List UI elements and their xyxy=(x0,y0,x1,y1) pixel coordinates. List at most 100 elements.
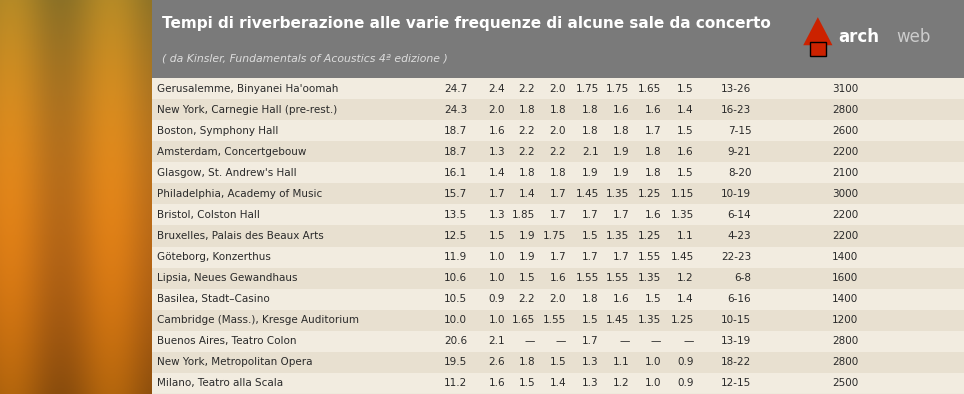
Text: 10.0: 10.0 xyxy=(444,315,467,325)
Text: 2.1: 2.1 xyxy=(582,147,599,157)
Text: 1.5: 1.5 xyxy=(582,315,599,325)
Text: 6-8: 6-8 xyxy=(735,273,751,283)
Text: 1.9: 1.9 xyxy=(582,168,599,178)
Text: 1.6: 1.6 xyxy=(645,104,661,115)
Text: 1.55: 1.55 xyxy=(638,252,661,262)
Text: 1.8: 1.8 xyxy=(519,357,535,367)
Text: 1.85: 1.85 xyxy=(512,210,535,220)
Text: 1.8: 1.8 xyxy=(519,168,535,178)
Text: 10-19: 10-19 xyxy=(721,189,751,199)
FancyBboxPatch shape xyxy=(152,204,964,225)
Text: 1.5: 1.5 xyxy=(519,379,535,388)
Text: 15.7: 15.7 xyxy=(443,189,467,199)
Text: web: web xyxy=(897,28,931,46)
Text: 2.4: 2.4 xyxy=(489,84,505,93)
Text: 1.8: 1.8 xyxy=(645,147,661,157)
Text: 4-23: 4-23 xyxy=(728,231,751,241)
Text: 16-23: 16-23 xyxy=(721,104,751,115)
Text: 2800: 2800 xyxy=(832,357,858,367)
Text: 1.75: 1.75 xyxy=(606,84,629,93)
FancyBboxPatch shape xyxy=(152,162,964,183)
Text: Glasgow, St. Andrew's Hall: Glasgow, St. Andrew's Hall xyxy=(157,168,297,178)
Text: 1.5: 1.5 xyxy=(677,84,694,93)
Text: 1200: 1200 xyxy=(832,315,858,325)
FancyBboxPatch shape xyxy=(152,268,964,289)
Text: 2.2: 2.2 xyxy=(519,294,535,304)
Text: 1.4: 1.4 xyxy=(677,294,694,304)
Text: 1.5: 1.5 xyxy=(519,273,535,283)
Text: 11.2: 11.2 xyxy=(443,379,467,388)
Text: 1.1: 1.1 xyxy=(677,231,694,241)
Text: 13.5: 13.5 xyxy=(443,210,467,220)
Text: 1.55: 1.55 xyxy=(543,315,566,325)
Text: 2.0: 2.0 xyxy=(549,294,566,304)
Text: 2100: 2100 xyxy=(832,168,858,178)
Text: 1.9: 1.9 xyxy=(613,147,629,157)
Text: 3000: 3000 xyxy=(832,189,858,199)
Text: 1.3: 1.3 xyxy=(582,357,599,367)
Text: Buenos Aires, Teatro Colon: Buenos Aires, Teatro Colon xyxy=(157,336,296,346)
Text: —: — xyxy=(619,336,629,346)
Text: 1.75: 1.75 xyxy=(576,84,599,93)
Text: 13-26: 13-26 xyxy=(721,84,751,93)
Text: 1.7: 1.7 xyxy=(549,252,566,262)
Text: Basilea, Stadt–Casino: Basilea, Stadt–Casino xyxy=(157,294,270,304)
FancyBboxPatch shape xyxy=(152,183,964,204)
Text: Göteborg, Konzerthus: Göteborg, Konzerthus xyxy=(157,252,271,262)
Text: 1.6: 1.6 xyxy=(489,379,505,388)
FancyBboxPatch shape xyxy=(152,352,964,373)
Text: 1.45: 1.45 xyxy=(606,315,629,325)
Text: 1.7: 1.7 xyxy=(613,210,629,220)
Text: 10.5: 10.5 xyxy=(444,294,467,304)
Text: ( da Kinsler, Fundamentals of Acoustics 4ª edizione ): ( da Kinsler, Fundamentals of Acoustics … xyxy=(162,54,447,63)
Text: 2.0: 2.0 xyxy=(549,126,566,136)
Text: 8-20: 8-20 xyxy=(728,168,751,178)
Text: 1.5: 1.5 xyxy=(677,168,694,178)
Text: 1.8: 1.8 xyxy=(582,294,599,304)
Text: 1.75: 1.75 xyxy=(543,231,566,241)
Text: Milano, Teatro alla Scala: Milano, Teatro alla Scala xyxy=(157,379,283,388)
Text: 16.1: 16.1 xyxy=(443,168,467,178)
FancyBboxPatch shape xyxy=(152,99,964,120)
Text: 1.0: 1.0 xyxy=(645,379,661,388)
Text: arch: arch xyxy=(838,28,879,46)
Text: 20.6: 20.6 xyxy=(444,336,467,346)
Text: 1.4: 1.4 xyxy=(519,189,535,199)
Text: —: — xyxy=(524,336,535,346)
Text: 1.45: 1.45 xyxy=(670,252,694,262)
Text: 1.6: 1.6 xyxy=(613,104,629,115)
Text: 24.7: 24.7 xyxy=(443,84,467,93)
Text: 6-16: 6-16 xyxy=(728,294,751,304)
Text: 1.2: 1.2 xyxy=(613,379,629,388)
Text: 2800: 2800 xyxy=(832,336,858,346)
Text: —: — xyxy=(555,336,566,346)
FancyBboxPatch shape xyxy=(152,141,964,162)
Text: 1.6: 1.6 xyxy=(613,294,629,304)
Text: 2.2: 2.2 xyxy=(519,84,535,93)
Text: Gerusalemme, Binyanei Ha'oomah: Gerusalemme, Binyanei Ha'oomah xyxy=(157,84,338,93)
Text: 1.4: 1.4 xyxy=(489,168,505,178)
Text: —: — xyxy=(651,336,661,346)
Text: 2800: 2800 xyxy=(832,104,858,115)
Text: 1.4: 1.4 xyxy=(677,104,694,115)
FancyBboxPatch shape xyxy=(152,289,964,310)
Text: 1.45: 1.45 xyxy=(576,189,599,199)
Text: 1.35: 1.35 xyxy=(638,273,661,283)
Text: —: — xyxy=(683,336,694,346)
FancyBboxPatch shape xyxy=(152,331,964,352)
Text: 11.9: 11.9 xyxy=(443,252,467,262)
Text: 1.1: 1.1 xyxy=(613,357,629,367)
Text: 19.5: 19.5 xyxy=(443,357,467,367)
Text: 1.25: 1.25 xyxy=(638,231,661,241)
Text: 1.25: 1.25 xyxy=(638,189,661,199)
Text: 12-15: 12-15 xyxy=(721,379,751,388)
Text: 22-23: 22-23 xyxy=(721,252,751,262)
Text: 1.0: 1.0 xyxy=(489,273,505,283)
Text: 1.8: 1.8 xyxy=(549,104,566,115)
Text: 1600: 1600 xyxy=(832,273,858,283)
Text: 1.5: 1.5 xyxy=(549,357,566,367)
Text: New York, Metropolitan Opera: New York, Metropolitan Opera xyxy=(157,357,312,367)
Text: 1.65: 1.65 xyxy=(638,84,661,93)
Text: 1.5: 1.5 xyxy=(645,294,661,304)
Text: 18.7: 18.7 xyxy=(443,147,467,157)
